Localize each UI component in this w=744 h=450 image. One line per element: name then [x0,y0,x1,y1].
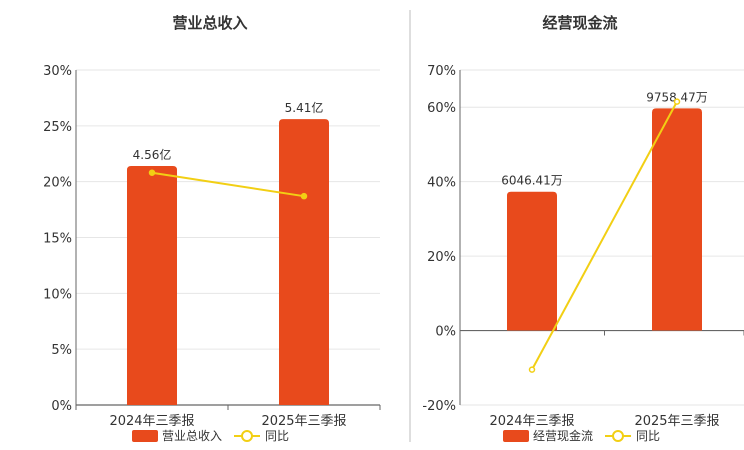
x-category-label: 2024年三季报 [489,414,574,429]
chart-title: 经营现金流 [542,14,617,32]
bar-data-label: 6046.41万 [501,174,563,188]
y-tick-label: 0% [435,325,456,340]
yoy-line [151,171,305,198]
y-tick-label: 10% [43,287,72,302]
y-tick-label: 70% [427,64,456,79]
y-tick-label: 30% [43,64,72,79]
bar-2 [279,119,329,405]
x-category-label: 2024年三季报 [109,414,194,429]
yoy-line [531,101,678,371]
y-tick-label: 20% [43,176,72,191]
bar-data-label: 5.41亿 [285,100,324,115]
legend-bar-label: 营业总收入 [162,429,222,443]
yoy-point [148,169,156,176]
bar-1 [127,166,177,405]
y-tick-label: 15% [43,232,72,247]
legend-bar-label: 经营现金流 [533,428,593,443]
y-tick-label: -20% [422,399,456,414]
y-tick-label: 60% [427,101,456,116]
y-tick-label: 5% [51,343,72,358]
yoy-point [673,98,681,105]
y-tick-label: 0% [51,399,72,414]
yoy-point [300,192,308,200]
y-tick-label: 20% [427,250,456,265]
legend-bar-swatch [503,430,529,442]
bar-1 [507,191,557,331]
y-tick-label: 25% [43,120,72,135]
y-tick-label: 40% [427,176,456,191]
x-category-label: 2025年三季报 [261,414,346,429]
bar-2 [652,108,702,331]
legend-line-marker [612,430,624,442]
x-category-label: 2025年三季报 [634,414,719,429]
bar-data-label: 9758.47万 [646,90,708,104]
legend-line-label: 同比 [265,429,289,443]
legend-line-marker [241,430,253,442]
legend-line-label: 同比 [636,429,660,443]
legend-bar-swatch [132,430,158,442]
bar-data-label: 4.56亿 [133,147,172,162]
yoy-point [528,366,536,373]
chart-title: 营业总收入 [172,14,247,32]
